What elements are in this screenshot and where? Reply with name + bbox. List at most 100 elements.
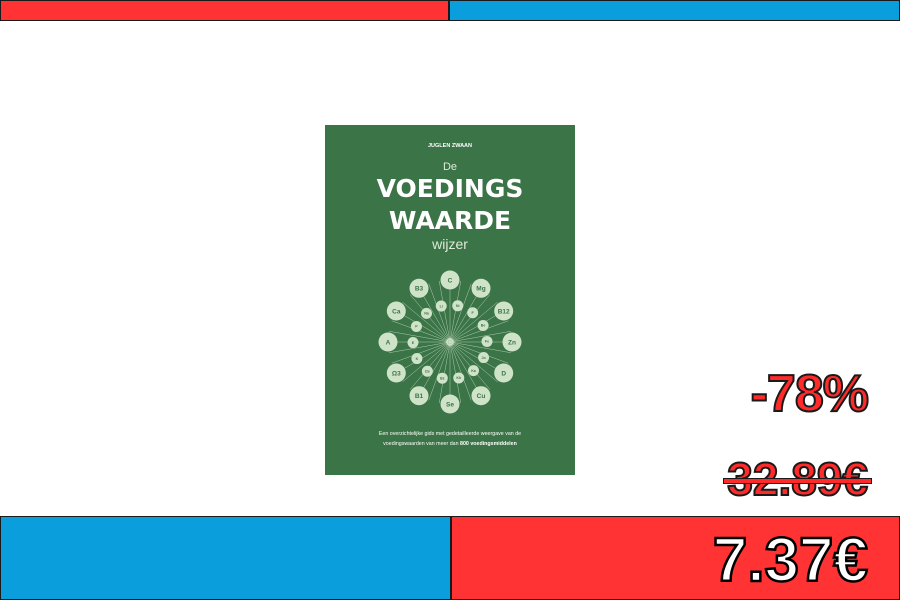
nutrient-inner-circle [478,352,490,364]
nutrient-outer-label: A [386,339,391,346]
nutrient-inner-circle [481,335,493,347]
wheel-spoke [449,294,491,343]
wheel-spoke [396,310,451,343]
nutrient-inner-label: Be [481,324,486,328]
wheel-center-dot [452,341,454,343]
wheel-spoke [438,341,451,404]
wheel-spoke [449,288,482,343]
nutrient-inner-circle [477,319,489,331]
wheel-spoke [402,301,451,343]
nutrient-inner-circle [435,300,447,312]
book-title-line1: VOEDINGS [377,174,524,203]
nutrient-inner-label: Na [424,312,430,316]
nutrient-outer-label: Ω3 [392,370,401,377]
wheel-spoke [418,341,451,396]
wheel-center-dot [448,343,451,346]
nutrient-outer-circle [440,394,460,414]
nutrient-inner-circle [421,365,433,377]
wheel-spoke [449,341,472,401]
nutrient-outer-label: B3 [415,286,424,293]
wheel-spoke [428,283,451,343]
book-cover[interactable]: JUGLEN ZWAAN De VOEDINGS WAARDE wijzer C… [325,125,575,475]
wheel-center-dot [451,342,454,345]
nutrient-outer-label: B12 [498,308,510,315]
nutrient-inner-circle [467,307,479,319]
nutrient-inner-circle [411,353,423,365]
nutrient-inner-circle [436,372,448,384]
nutrient-inner-label: Bz [440,376,445,380]
wheel-spoke [449,341,462,404]
wheel-center-dot [451,339,454,342]
nutrient-outer-circle [502,332,522,352]
nutrient-inner-label: Kh [456,376,461,380]
book-author: JUGLEN ZWAAN [428,143,472,149]
wheel-center-dot [446,339,449,342]
wheel-spoke [428,341,451,401]
old-price: 32.89€ [723,455,872,503]
nutrient-inner-circle [453,372,465,384]
nutrient-inner-label: Fe [485,340,489,344]
nutrient-inner-circle [410,320,422,332]
book-title-line2: WAARDE [389,206,511,235]
nutrient-outer-label: Se [446,401,454,408]
discount-percentage: -78% [750,365,870,423]
wheel-spoke [391,320,451,343]
nutrient-outer-circle [494,301,514,321]
wheel-spoke [396,341,451,374]
wheel-spoke [449,341,491,390]
book-subtitle-line2: voedingswaarden van meer dan 800 voeding… [383,441,517,447]
wheel-center-dot [446,341,448,343]
price-strikethrough [723,478,872,484]
nutrient-inner-label: Jo [481,356,486,360]
nutrient-inner-circle [407,337,419,349]
wheel-spoke [388,330,451,343]
book-title-pre: De [443,161,457,173]
nutrient-inner-label: Li [440,304,443,308]
nutrient-inner-label: K [416,357,419,361]
wheel-spoke [409,294,451,343]
nutrient-outer-circle [471,278,491,298]
nutrient-outer-label: Ca [392,308,401,315]
wheel-spoke [449,301,498,343]
wheel-spoke [418,288,451,343]
wheel-spoke [449,330,512,343]
nutrient-outer-circle [409,278,429,298]
wheel-center-dot [448,338,451,341]
nutrient-outer-circle [386,363,406,383]
nutrient-wheel-diagram: C Mg B12 Zn D Cu Se B1 Ω3 A Ca B3 Ni F Be Fe Jo Ka Kh Bz Ωs K… [378,270,522,414]
book-cover-art: JUGLEN ZWAAN De VOEDINGS WAARDE wijzer C… [325,125,575,475]
nutrient-outer-label: C [448,277,453,284]
nutrient-outer-circle [471,386,491,406]
nutrient-outer-circle [409,386,429,406]
nutrient-outer-circle [386,301,406,321]
nutrient-outer-label: B1 [415,393,424,400]
nutrient-inner-label: E [412,341,415,345]
wheel-spoke [388,341,451,354]
wheel-spoke [449,341,498,383]
book-title-line3: wijzer [431,236,468,252]
wheel-spoke [449,280,462,343]
wheel-spoke [449,283,472,343]
wheel-spoke [438,280,451,343]
nutrient-outer-circle [378,332,398,352]
wheel-spoke [402,341,451,383]
nutrient-outer-label: D [501,370,506,377]
nutrient-outer-label: Mg [476,286,485,293]
wheel-center-dot [449,343,452,346]
wheel-spoke [449,341,504,374]
nutrient-inner-label: Ωs [425,370,430,374]
nutrient-outer-circle [440,270,460,290]
nutrient-outer-circle [494,363,514,383]
nutrient-inner-label: F [472,311,475,315]
wheel-center-dot [449,338,452,341]
wheel-spoke [391,341,451,364]
nutrient-inner-label: P [415,325,418,329]
nutrient-inner-circle [421,307,433,319]
nutrient-outer-label: Zn [508,339,516,346]
wheel-spoke [449,341,512,354]
book-subtitle-line1: Een overzichtelijke gids met gedetaillee… [379,431,521,437]
nutrient-inner-label: Ka [471,369,477,373]
nutrient-outer-label: Cu [477,393,486,400]
nutrient-inner-label: Ni [456,304,460,308]
top-right-blue-bar [449,0,900,21]
